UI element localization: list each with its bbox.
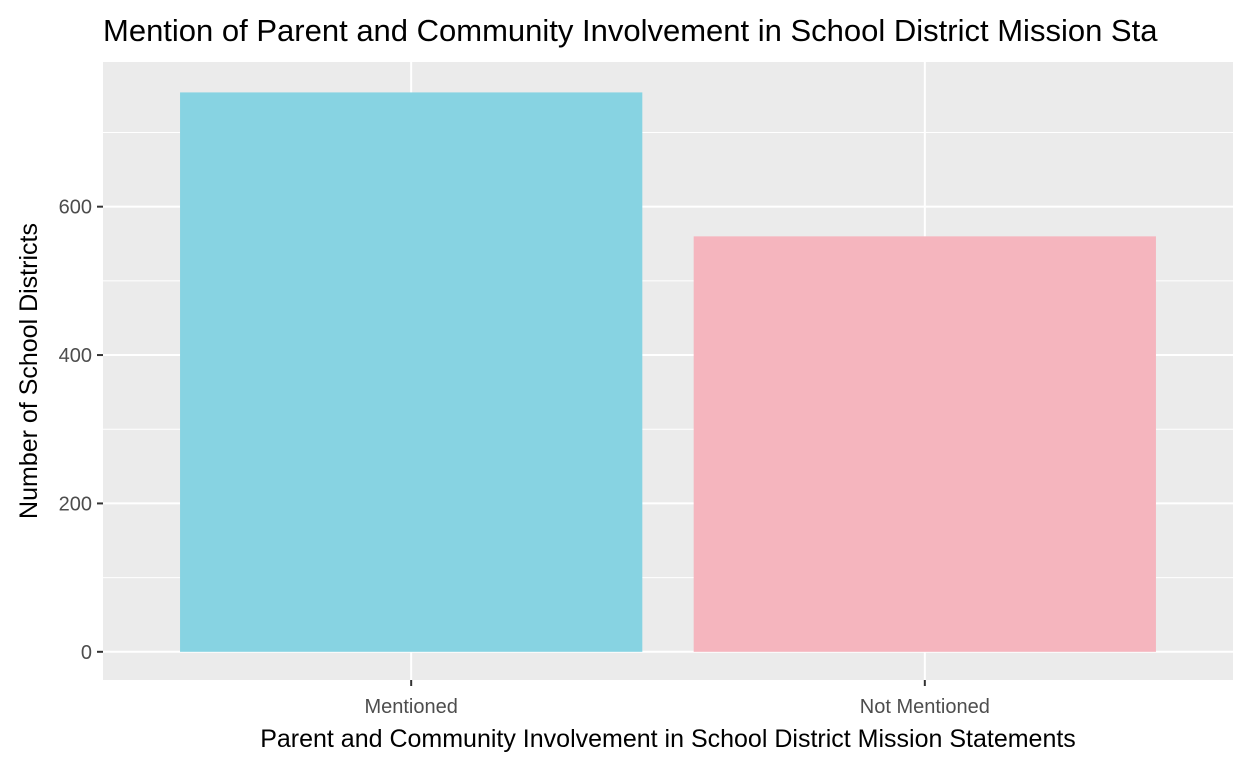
x-tick-label: Not Mentioned — [860, 696, 990, 718]
bar-mentioned — [180, 92, 643, 652]
bar-not-mentioned — [693, 236, 1156, 652]
y-axis-title: Number of School Districts — [15, 223, 43, 519]
chart-title: Mention of Parent and Community Involvem… — [103, 13, 1158, 48]
y-tick-label: 600 — [59, 197, 92, 219]
x-axis-title: Parent and Community Involvement in Scho… — [260, 725, 1076, 753]
x-tick-label: Mentioned — [364, 696, 457, 718]
y-tick-label: 400 — [59, 345, 92, 367]
y-tick-label: 0 — [81, 642, 92, 664]
y-axis: 0 200 400 600 — [59, 197, 103, 664]
y-tick-label: 200 — [59, 493, 92, 515]
x-axis: Mentioned Not Mentioned — [364, 680, 990, 718]
bars-group — [180, 92, 1156, 652]
